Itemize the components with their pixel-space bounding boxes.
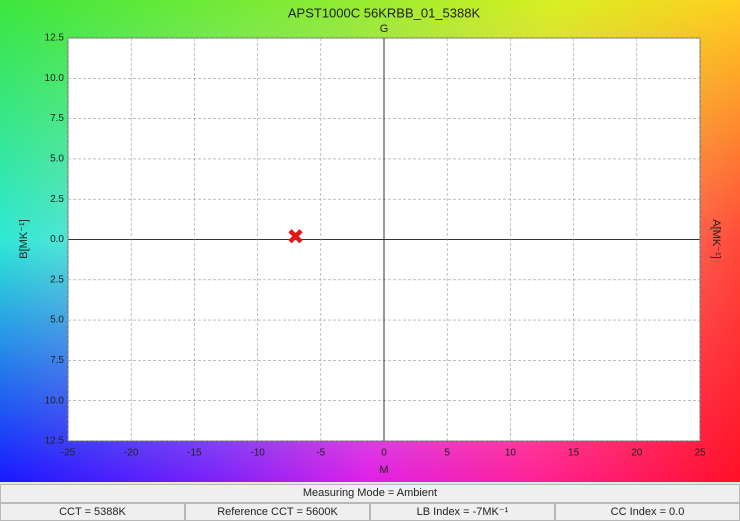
y-tick-label: 5.0 xyxy=(50,154,64,165)
y-tick-label: 5.0 xyxy=(50,315,64,326)
point xyxy=(288,229,303,244)
x-tick-label: -5 xyxy=(316,448,325,459)
y-tick-label: 12.5 xyxy=(45,436,65,447)
x-tick-label: 0 xyxy=(381,448,387,459)
top-axis-label: G xyxy=(380,23,389,35)
y-tick-label: 10.0 xyxy=(45,395,65,406)
chart-title: APST1000C 56KRBB_01_5388K xyxy=(288,5,481,20)
measuring-mode: Measuring Mode = Ambient xyxy=(0,484,740,503)
x-axis-label: M xyxy=(379,464,388,476)
x-tick-label: 20 xyxy=(631,448,643,459)
y-axis-label: B[MK⁻¹] xyxy=(18,219,30,258)
x-tick-label: 10 xyxy=(505,448,517,459)
info-cell: LB Index = -7MK⁻¹ xyxy=(370,503,555,521)
y-tick-label: 7.5 xyxy=(50,113,64,124)
x-tick-label: -25 xyxy=(61,448,76,459)
x-tick-label: 5 xyxy=(444,448,450,459)
x-tick-label: 25 xyxy=(694,448,706,459)
x-tick-label: -20 xyxy=(124,448,139,459)
x-tick-label: -10 xyxy=(250,448,265,459)
y2-axis-label: A[MK⁻¹] xyxy=(710,219,722,258)
y-tick-label: 12.5 xyxy=(45,33,65,44)
x-tick-label: -15 xyxy=(187,448,202,459)
chart: APST1000C 56KRBB_01_5388K G M B[MK⁻¹] A[… xyxy=(18,5,722,476)
y-tick-label: 10.0 xyxy=(45,73,65,84)
y-tick-label: 2.5 xyxy=(50,194,64,205)
info-cell: CC Index = 0.0 xyxy=(555,503,740,521)
info-cell: CCT = 5388K xyxy=(0,503,185,521)
y-tick-label: 7.5 xyxy=(50,355,64,366)
y-tick-label: 2.5 xyxy=(50,274,64,285)
y-tick-label: 0.0 xyxy=(50,234,64,245)
x-tick-label: 15 xyxy=(568,448,580,459)
info-cell: Reference CCT = 5600K xyxy=(185,503,370,521)
